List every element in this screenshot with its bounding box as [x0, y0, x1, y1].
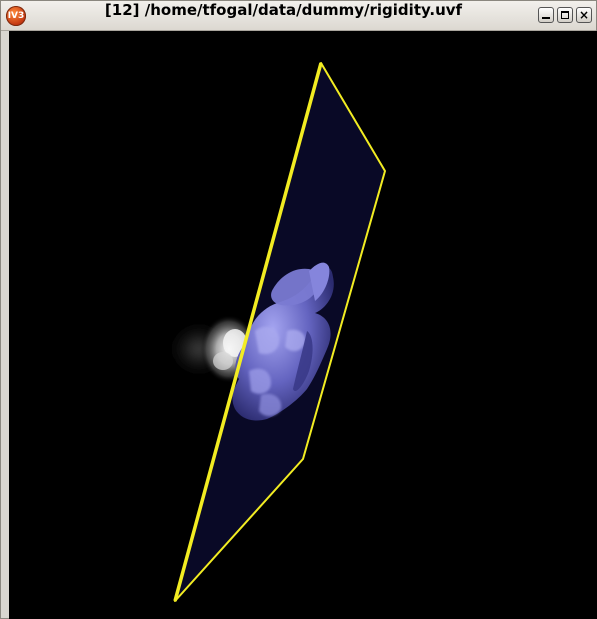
blue-isosurface [232, 262, 334, 421]
maximize-button[interactable] [557, 7, 573, 23]
close-button[interactable]: × [576, 7, 592, 23]
app-icon[interactable]: IV3 [6, 6, 26, 26]
clip-plane-leading-edge[interactable] [173, 62, 323, 602]
window-title: [12] /home/tfogal/data/dummy/rigidity.uv… [104, 1, 463, 19]
close-icon: × [578, 8, 590, 22]
render-viewport[interactable] [9, 31, 597, 619]
minimize-button[interactable] [538, 7, 554, 23]
title-bar[interactable]: IV3 [12] /home/tfogal/data/dummy/rigidit… [1, 1, 596, 31]
volume-render-canvas[interactable] [9, 31, 597, 619]
